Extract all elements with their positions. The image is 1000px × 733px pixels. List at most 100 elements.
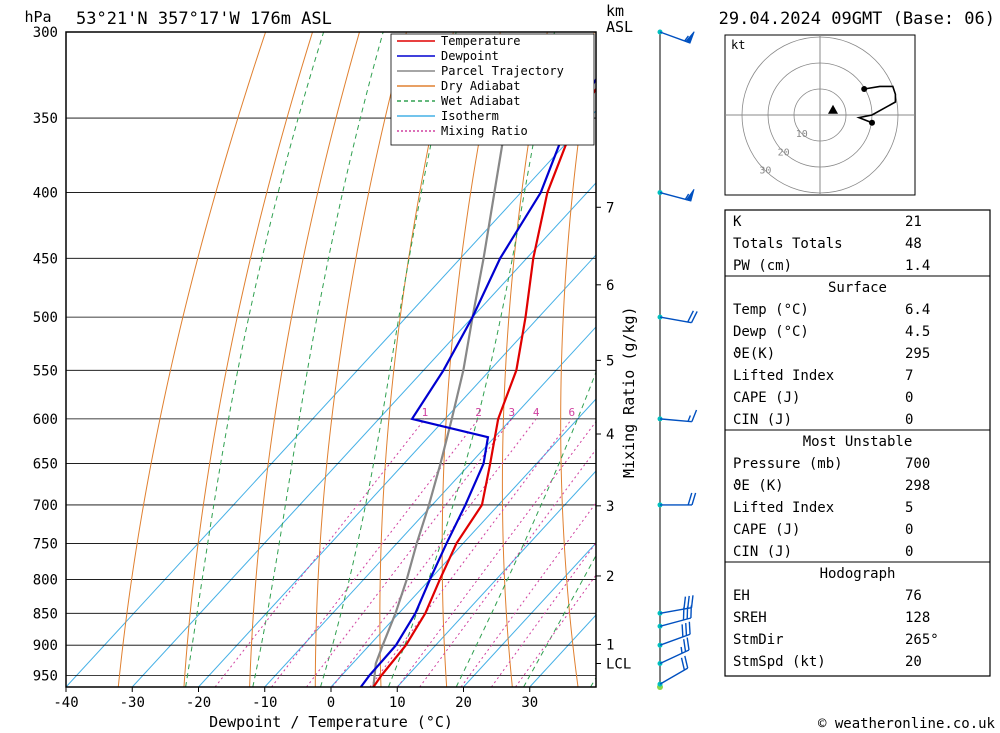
y-left-tick-label: 900 (33, 638, 58, 654)
y-left-tick-label: 600 (33, 412, 58, 428)
footer-credit: © weatheronline.co.uk (818, 716, 996, 732)
y-right-tick-label: 7 (606, 200, 614, 216)
wind-barb (660, 311, 697, 323)
indices-key: SREH (733, 610, 767, 626)
indices-value: 0 (905, 412, 913, 428)
x-tick-label: 0 (327, 695, 335, 711)
wind-barb (660, 638, 689, 664)
indices-key: StmSpd (kt) (733, 654, 826, 670)
dry-adiabat (672, 32, 710, 687)
indices-value: 298 (905, 478, 930, 494)
indices-key: StmDir (733, 632, 784, 648)
indices-key: ϑE(K) (733, 346, 775, 362)
y-left-tick-label: 850 (33, 606, 58, 622)
legend-label: Dry Adiabat (441, 79, 520, 93)
indices-key: Lifted Index (733, 500, 834, 516)
indices-value: 265° (905, 632, 939, 648)
y-left-tick-label: 800 (33, 572, 58, 588)
indices-value: 700 (905, 456, 930, 472)
indices-key: Totals Totals (733, 236, 843, 252)
y-right-tick-label: 2 (606, 569, 614, 585)
legend-label: Dewpoint (441, 49, 499, 63)
x-tick-label: -20 (186, 695, 211, 711)
location-title: 53°21'N 357°17'W 176m ASL (76, 9, 332, 29)
indices-header: Surface (828, 280, 887, 296)
legend: TemperatureDewpointParcel TrajectoryDry … (391, 34, 594, 145)
indices-key: CIN (J) (733, 544, 792, 560)
isotherm (994, 32, 1000, 687)
y-left-tick-label: 750 (33, 536, 58, 552)
indices-key: CIN (J) (733, 412, 792, 428)
indices-key: ϑE (K) (733, 478, 784, 494)
indices-value: 0 (905, 522, 913, 538)
hodograph-ring-label: 20 (778, 147, 790, 158)
mixing-ratio-label: 2 (475, 406, 482, 419)
y-left-tick-label: 300 (33, 25, 58, 41)
y-left-tick-label: 650 (33, 457, 58, 473)
legend-label: Temperature (441, 34, 520, 48)
y-right-label: Mixing Ratio (g/kg) (620, 306, 638, 478)
y-left-tick-label: 700 (33, 498, 58, 514)
indices-header: Most Unstable (803, 434, 913, 450)
indices-value: 6.4 (905, 302, 930, 318)
datetime-title: 29.04.2024 09GMT (Base: 06) (719, 9, 995, 29)
x-tick-label: -10 (252, 695, 277, 711)
wind-barb (660, 410, 697, 422)
indices-value: 0 (905, 544, 913, 560)
mixing-ratio-label: 1 (422, 406, 429, 419)
wind-barb (660, 32, 694, 43)
y-right-tick-label: 4 (606, 427, 614, 443)
indices-header: Hodograph (820, 566, 896, 582)
indices-value: 48 (905, 236, 922, 252)
indices-key: Pressure (mb) (733, 456, 843, 472)
indices-key: CAPE (J) (733, 522, 800, 538)
wind-barb (660, 493, 696, 505)
y-right-tick-label: 3 (606, 499, 614, 515)
legend-label: Parcel Trajectory (441, 64, 564, 78)
indices-value: 21 (905, 214, 922, 230)
indices-key: EH (733, 588, 750, 604)
indices-key: Dewp (°C) (733, 324, 809, 340)
lcl-label: LCL (606, 656, 631, 672)
y-right-tick-label: 1 (606, 637, 614, 653)
indices-key: Lifted Index (733, 368, 834, 384)
x-tick-label: -30 (120, 695, 145, 711)
indices-value: 0 (905, 390, 913, 406)
y-left-tick-label: 450 (33, 251, 58, 267)
mixing-ratio-label: 4 (533, 406, 540, 419)
indices-table: K21Totals Totals48PW (cm)1.4SurfaceTemp … (725, 210, 990, 676)
indices-value: 295 (905, 346, 930, 362)
y-left-tick-label: 400 (33, 186, 58, 202)
indices-value: 1.4 (905, 258, 930, 274)
wind-barb (660, 656, 688, 684)
indices-value: 20 (905, 654, 922, 670)
y-left-tick-label: 350 (33, 111, 58, 127)
y-right-top-label2: ASL (606, 18, 633, 36)
y-left-tick-label: 950 (33, 668, 58, 684)
x-tick-label: -40 (53, 695, 78, 711)
legend-label: Isotherm (441, 109, 499, 123)
x-axis-label: Dewpoint / Temperature (°C) (209, 713, 453, 731)
indices-key: CAPE (J) (733, 390, 800, 406)
wind-barb (660, 189, 694, 201)
y-right-tick-label: 6 (606, 278, 614, 294)
legend-label: Mixing Ratio (441, 124, 528, 138)
x-tick-label: 10 (389, 695, 406, 711)
hodograph-ring-label: 10 (796, 129, 808, 140)
y-left-label: hPa (24, 8, 51, 26)
indices-value: 76 (905, 588, 922, 604)
y-left-tick-label: 500 (33, 310, 58, 326)
mixing-ratio-label: 6 (569, 406, 576, 419)
indices-key: Temp (°C) (733, 302, 809, 318)
indices-value: 7 (905, 368, 913, 384)
legend-label: Wet Adiabat (441, 94, 520, 108)
hodograph-ring-label: 30 (759, 166, 771, 177)
y-left-tick-label: 550 (33, 363, 58, 379)
y-right-tick-label: 5 (606, 353, 614, 369)
mixing-ratio-label: 3 (508, 406, 515, 419)
x-tick-label: 20 (455, 695, 472, 711)
indices-value: 4.5 (905, 324, 930, 340)
indices-key: K (733, 214, 742, 230)
indices-value: 5 (905, 500, 913, 516)
x-tick-label: 30 (521, 695, 538, 711)
